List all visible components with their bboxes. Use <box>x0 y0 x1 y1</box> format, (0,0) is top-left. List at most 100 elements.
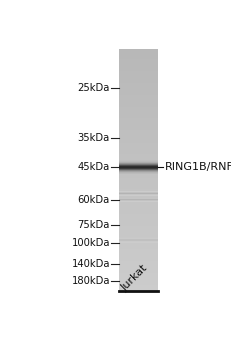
Bar <box>119 50 158 51</box>
Bar <box>119 79 158 80</box>
Bar <box>119 102 158 103</box>
Bar <box>119 282 158 283</box>
Bar <box>119 163 158 164</box>
Bar <box>119 279 158 280</box>
Bar <box>119 208 158 209</box>
Bar <box>119 134 158 135</box>
Bar <box>119 142 158 144</box>
Bar <box>119 172 158 173</box>
Bar <box>119 123 158 124</box>
Bar <box>119 122 158 123</box>
Bar <box>119 164 158 165</box>
Bar <box>119 112 158 113</box>
Bar <box>119 203 158 204</box>
Bar <box>119 257 158 258</box>
Bar <box>119 58 158 59</box>
Bar <box>119 114 158 115</box>
Bar <box>119 69 158 70</box>
Bar <box>119 137 158 138</box>
Bar <box>119 124 158 125</box>
Bar <box>119 161 158 162</box>
Text: 75kDa: 75kDa <box>77 220 109 230</box>
Bar <box>119 210 158 211</box>
Bar <box>119 128 158 129</box>
Bar <box>119 64 158 65</box>
Bar <box>119 219 158 220</box>
Bar <box>119 104 158 105</box>
Bar <box>119 113 158 114</box>
Bar <box>119 274 158 275</box>
Bar <box>119 283 158 284</box>
Bar <box>119 255 158 256</box>
Bar <box>119 165 158 166</box>
Bar <box>119 268 158 269</box>
Bar <box>119 63 158 64</box>
Bar <box>119 190 158 191</box>
Bar <box>119 78 158 79</box>
Bar <box>119 230 158 231</box>
Bar <box>119 155 158 156</box>
Bar <box>119 267 158 268</box>
Bar <box>119 229 158 230</box>
Bar <box>119 176 158 177</box>
Bar <box>119 212 158 213</box>
Bar <box>119 144 158 145</box>
Bar <box>119 184 158 186</box>
Bar <box>119 97 158 98</box>
Bar <box>119 92 158 93</box>
Bar <box>119 183 158 184</box>
Bar <box>119 88 158 89</box>
Bar <box>119 121 158 122</box>
Bar <box>119 166 158 167</box>
Bar <box>119 194 158 195</box>
Bar <box>119 77 158 78</box>
Bar <box>119 272 158 273</box>
Bar <box>119 258 158 259</box>
Bar <box>119 220 158 221</box>
Bar <box>119 141 158 142</box>
Bar <box>119 290 158 291</box>
Bar <box>119 91 158 92</box>
Bar <box>119 256 158 257</box>
Bar <box>119 269 158 270</box>
Bar <box>119 270 158 271</box>
Bar <box>119 59 158 60</box>
Text: 180kDa: 180kDa <box>71 275 109 286</box>
Bar <box>119 105 158 106</box>
Bar <box>119 284 158 285</box>
Bar <box>119 75 158 76</box>
Bar <box>119 65 158 66</box>
Bar <box>119 285 158 286</box>
Bar <box>119 116 158 117</box>
Bar <box>119 249 158 250</box>
Bar <box>119 260 158 261</box>
Bar <box>119 178 158 179</box>
Bar <box>119 111 158 112</box>
Bar <box>119 224 158 225</box>
Bar <box>119 179 158 180</box>
Bar <box>119 81 158 82</box>
Bar <box>119 264 158 265</box>
Bar <box>119 117 158 118</box>
Bar <box>119 154 158 155</box>
Bar <box>119 139 158 140</box>
Bar <box>119 109 158 110</box>
Bar <box>119 248 158 249</box>
Bar <box>119 181 158 182</box>
Bar <box>119 266 158 267</box>
Bar <box>119 108 158 109</box>
Bar <box>119 225 158 226</box>
Bar <box>119 189 158 190</box>
Bar <box>119 215 158 216</box>
Bar <box>119 110 158 111</box>
Bar <box>119 85 158 86</box>
Bar <box>119 177 158 178</box>
Bar <box>119 98 158 99</box>
Bar <box>119 148 158 149</box>
Bar <box>119 119 158 120</box>
Bar <box>119 90 158 91</box>
Bar <box>119 243 158 244</box>
Bar <box>119 66 158 67</box>
Bar <box>119 49 158 50</box>
Bar <box>119 265 158 266</box>
